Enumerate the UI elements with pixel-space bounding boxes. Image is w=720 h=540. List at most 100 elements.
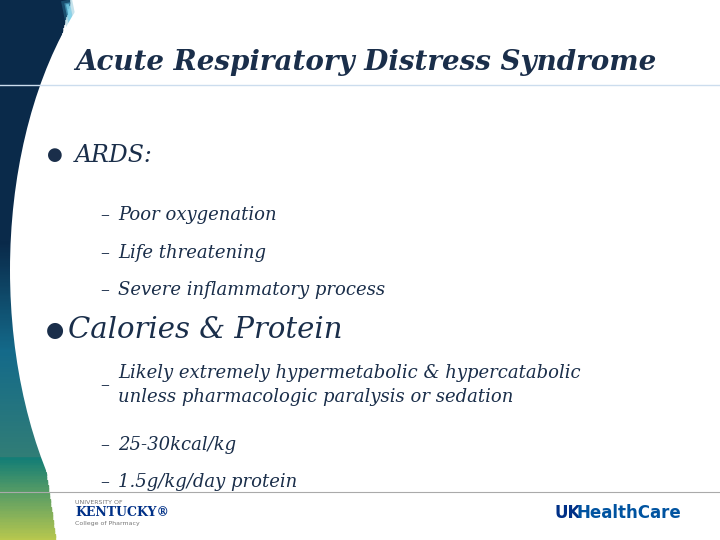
Bar: [0, 320, 24, 324]
Bar: [0, 158, 32, 162]
Bar: [0, 145, 34, 148]
Bar: [0, 112, 40, 116]
Bar: [0, 293, 20, 297]
Bar: [0, 328, 25, 332]
Ellipse shape: [10, 0, 410, 540]
Bar: [0, 296, 20, 300]
Bar: [0, 42, 58, 46]
Bar: [0, 282, 21, 286]
Bar: [0, 161, 32, 165]
Bar: [0, 523, 53, 526]
Text: ARDS:: ARDS:: [75, 144, 153, 166]
Text: Acute Respiratory Distress Syndrome: Acute Respiratory Distress Syndrome: [75, 49, 656, 76]
Bar: [0, 48, 57, 51]
Text: –: –: [100, 436, 109, 454]
Bar: [0, 142, 34, 146]
Bar: [0, 339, 27, 343]
Bar: [0, 66, 52, 70]
Bar: [0, 250, 24, 254]
Bar: [0, 218, 27, 221]
Bar: [0, 390, 34, 394]
Bar: [0, 404, 36, 408]
Bar: [0, 29, 62, 32]
Bar: [0, 299, 21, 302]
Bar: [0, 307, 22, 310]
Bar: [0, 10, 66, 14]
Bar: [0, 323, 24, 327]
Bar: [0, 247, 24, 251]
Bar: [0, 129, 36, 132]
Bar: [0, 385, 33, 389]
Bar: [0, 193, 30, 197]
Text: HealthCare: HealthCare: [577, 504, 682, 522]
Bar: [0, 334, 26, 338]
Bar: [0, 91, 45, 94]
Bar: [0, 137, 35, 140]
Bar: [0, 485, 48, 489]
Bar: [0, 134, 35, 138]
Bar: [0, 15, 65, 19]
Bar: [0, 312, 23, 316]
Bar: [0, 253, 24, 256]
Bar: [0, 444, 42, 448]
Bar: [0, 280, 22, 284]
Bar: [0, 420, 38, 424]
Bar: [0, 423, 39, 427]
Bar: [0, 75, 50, 78]
Bar: [0, 369, 31, 373]
Text: –: –: [100, 206, 109, 224]
Bar: [0, 255, 24, 259]
Bar: [0, 0, 69, 3]
Bar: [0, 110, 40, 113]
Bar: [0, 102, 42, 105]
Bar: [0, 401, 35, 405]
Bar: [0, 50, 56, 54]
Bar: [0, 461, 44, 464]
Text: –: –: [100, 244, 109, 262]
Bar: [0, 177, 31, 181]
Bar: [0, 388, 34, 392]
Bar: [0, 172, 31, 176]
Bar: [0, 304, 22, 308]
Bar: [0, 264, 23, 267]
Bar: [0, 353, 29, 356]
Bar: [0, 164, 32, 167]
Bar: [0, 234, 25, 238]
Bar: [0, 412, 37, 416]
Bar: [0, 342, 27, 346]
Bar: [0, 345, 27, 348]
Bar: [0, 455, 43, 459]
Bar: [0, 434, 40, 437]
Bar: [0, 104, 42, 108]
Text: UK: UK: [555, 504, 581, 522]
Bar: [0, 34, 60, 38]
Bar: [0, 488, 48, 491]
Bar: [0, 380, 32, 383]
Bar: [0, 85, 47, 89]
Bar: [0, 318, 24, 321]
Bar: [0, 291, 20, 294]
Bar: [0, 474, 46, 478]
Text: College of Pharmacy: College of Pharmacy: [75, 521, 140, 525]
Bar: [0, 64, 53, 68]
Bar: [0, 131, 35, 135]
Bar: [0, 515, 52, 518]
Bar: [0, 156, 32, 159]
Bar: [0, 212, 27, 216]
Bar: [0, 331, 25, 335]
Bar: [0, 37, 60, 40]
Bar: [0, 439, 41, 443]
Bar: [0, 431, 40, 435]
Text: 25-30kcal/kg: 25-30kcal/kg: [118, 436, 236, 454]
Bar: [0, 226, 26, 230]
Bar: [0, 147, 34, 151]
Bar: [0, 458, 44, 462]
Bar: [0, 2, 68, 5]
Text: –: –: [100, 473, 109, 491]
Bar: [0, 201, 29, 205]
Bar: [0, 204, 28, 208]
Bar: [0, 507, 50, 510]
Bar: [0, 188, 30, 192]
Bar: [0, 80, 48, 84]
Text: ●: ●: [46, 320, 64, 340]
